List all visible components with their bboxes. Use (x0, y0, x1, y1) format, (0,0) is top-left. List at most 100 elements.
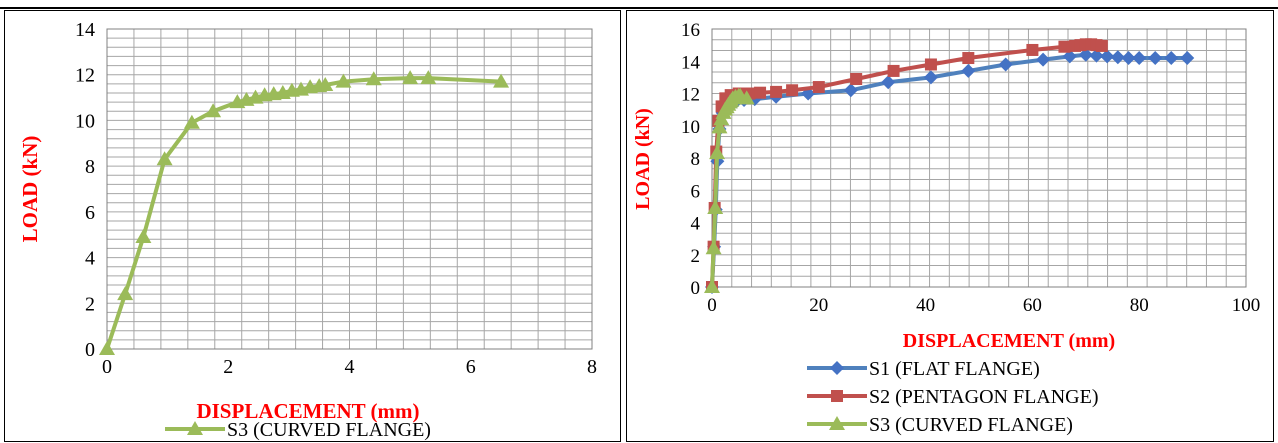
data-point-marker (881, 75, 896, 90)
x-tick-label: 0 (102, 356, 112, 378)
y-tick-label: 12 (681, 85, 700, 106)
data-point-marker (923, 70, 938, 85)
y-tick-label: 14 (681, 52, 701, 73)
data-point-marker (707, 199, 724, 214)
load-displacement-chart-comparison: 0 2 4 6 8 10 12 14 16 0 20 40 60 80 100 DISPLACEMENT (m… (632, 20, 1261, 436)
data-point-marker (1110, 50, 1125, 65)
x-tick-label: 80 (1130, 295, 1149, 316)
y-tick-label: 12 (75, 65, 95, 87)
legend-entry: S3 (CURVED FLANGE) (807, 414, 1073, 436)
legend-entry: S3 (CURVED FLANGE) (165, 419, 431, 441)
data-point-marker (961, 63, 976, 78)
data-point-marker (1095, 39, 1108, 52)
y-tick-label: 0 (691, 278, 701, 299)
y-tick-label: 6 (691, 181, 701, 202)
data-point-marker (1026, 43, 1039, 56)
legend-entry: S1 (FLAT FLANGE) (807, 358, 1040, 380)
y-tick-label: 6 (85, 202, 95, 224)
y-tick-label: 4 (85, 248, 95, 270)
data-point-marker (493, 73, 510, 88)
y-tick-label: 8 (691, 149, 701, 170)
legend-label: S3 (CURVED FLANGE) (869, 414, 1073, 436)
x-tick-label: 0 (707, 295, 717, 316)
data-point-marker (99, 341, 115, 355)
data-point-marker (754, 86, 767, 99)
data-point-marker (317, 77, 334, 91)
legend-entry: S2 (PENTAGON FLANGE) (807, 386, 1099, 408)
data-point-marker (365, 71, 382, 86)
legend-marker (830, 361, 844, 375)
data-point-marker (117, 286, 134, 301)
data-point-marker (786, 84, 799, 97)
data-point-marker (843, 83, 858, 98)
data-point-marker (1078, 47, 1093, 62)
header-rule (0, 7, 1278, 9)
legend-label: S3 (CURVED FLANGE) (227, 419, 431, 441)
data-point-marker (1036, 52, 1051, 67)
x-tick-label: 20 (809, 295, 828, 316)
data-point-marker (420, 70, 437, 85)
legend-marker (829, 416, 845, 430)
data-point-marker (1180, 51, 1195, 66)
y-tick-label: 14 (75, 19, 95, 41)
series-1 (99, 70, 510, 355)
x-tick-label: 60 (1023, 295, 1042, 316)
x-tick-label: 2 (223, 356, 233, 378)
data-point-marker (183, 114, 200, 129)
data-point-marker (1164, 51, 1179, 66)
data-point-marker (1058, 40, 1071, 53)
x-tick-label: 6 (466, 356, 476, 378)
data-point-marker (705, 240, 722, 255)
legend-marker (831, 390, 843, 402)
data-point-marker (1132, 51, 1147, 66)
legend-label: S1 (FLAT FLANGE) (869, 358, 1040, 380)
x-tick-label: 40 (916, 295, 935, 316)
y-axis-title: LOAD (kN) (632, 108, 654, 210)
y-axis-title: LOAD (kN) (18, 136, 42, 243)
series-3 (704, 87, 755, 293)
y-tick-label: 10 (75, 110, 95, 132)
y-tick-label: 8 (85, 156, 95, 178)
data-point-marker (770, 85, 783, 98)
data-point-marker (738, 90, 755, 105)
data-point-marker (709, 145, 726, 160)
data-point-marker (998, 57, 1013, 72)
data-point-marker (135, 229, 152, 243)
gridlines (106, 28, 593, 350)
data-point-marker (205, 103, 222, 118)
load-displacement-chart-s3: 0 2 4 6 8 10 12 14 0 2 4 6 8 DISPLACEMENT (mm) LOAD (k… (18, 19, 597, 441)
data-point-marker (1100, 49, 1115, 64)
data-point-marker (156, 151, 173, 166)
legend-label: S2 (PENTAGON FLANGE) (869, 386, 1099, 408)
data-point-marker (924, 58, 937, 71)
page-header-strip (0, 0, 1278, 7)
y-tick-label: 2 (691, 246, 701, 267)
legend-marker (187, 421, 203, 435)
data-point-marker (850, 72, 863, 85)
y-tick-label: 0 (85, 339, 95, 361)
data-point-marker (962, 52, 975, 65)
data-point-marker (1089, 48, 1104, 63)
x-tick-label: 8 (587, 356, 597, 378)
series-line (105, 76, 502, 350)
y-tick-label: 4 (691, 214, 701, 235)
data-point-marker (711, 119, 728, 134)
y-tick-label: 10 (681, 117, 700, 138)
x-tick-label: 100 (1232, 295, 1261, 316)
data-point-marker (887, 64, 900, 77)
chart-panel-left: 0 2 4 6 8 10 12 14 0 2 4 6 8 DISPLACEMENT (mm) LOAD (k… (4, 10, 621, 442)
y-tick-label: 2 (85, 293, 95, 315)
x-axis-title: DISPLACEMENT (mm) (903, 330, 1115, 352)
data-point-marker (812, 81, 825, 94)
data-point-marker (1121, 51, 1136, 66)
data-point-marker (335, 73, 352, 88)
y-tick-label: 16 (681, 20, 700, 41)
plot-area-border (106, 28, 593, 350)
data-point-marker (704, 279, 720, 293)
data-point-marker (402, 70, 419, 85)
data-point-marker (1148, 51, 1163, 66)
chart-panel-right: 0 2 4 6 8 10 12 14 16 0 20 40 60 80 100 DISPLACEMENT (m… (626, 10, 1274, 442)
data-point-marker (1062, 49, 1077, 64)
x-tick-label: 4 (345, 356, 355, 378)
x-axis-title: DISPLACEMENT (mm) (196, 399, 419, 423)
